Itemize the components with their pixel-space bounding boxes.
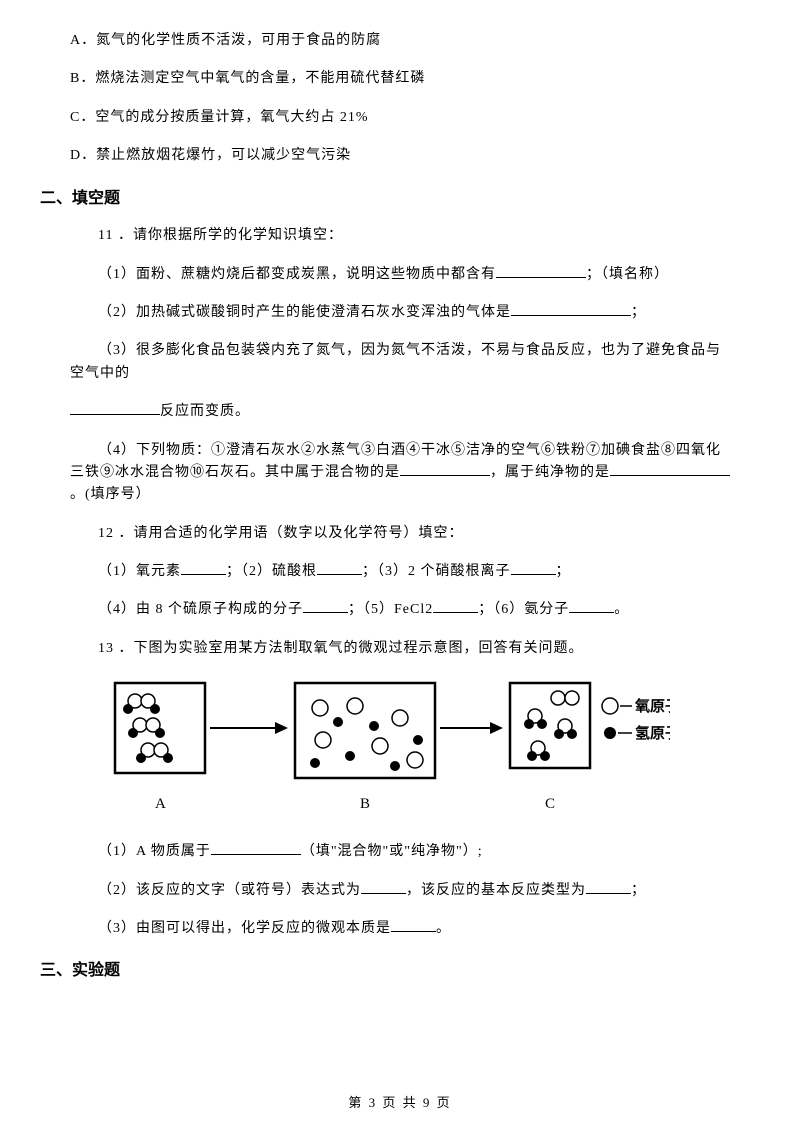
q12-p2: （4）由 8 个硫原子构成的分子 ；（5）FeCl2 ；（6）氨分子 。	[70, 599, 730, 621]
q13-p2b: ，该反应的基本反应类型为	[406, 883, 586, 898]
q11-p4b: ，属于纯净物的是	[490, 465, 610, 480]
option-a: A．氮气的化学性质不活泼，可用于食品的防腐	[70, 30, 730, 52]
blank	[317, 561, 362, 575]
blank	[361, 880, 406, 894]
blank	[511, 561, 556, 575]
q12-p1b: ；（2）硫酸根	[226, 564, 317, 579]
option-c: C．空气的成分按质量计算，氧气大约占 21%	[70, 107, 730, 129]
blank	[211, 841, 301, 855]
blank	[496, 264, 586, 278]
q11-stem: 11 ．请你根据所学的化学知识填空：	[70, 225, 730, 247]
q11-p1: （1）面粉、蔗糖灼烧后都变成炭黑，说明这些物质中都含有 ；（填名称）	[70, 264, 730, 286]
diagram-svg: 氧原子 氢原子 A B C	[110, 678, 670, 823]
q11-p3b: 反应而变质。	[160, 404, 250, 419]
q11-p3-cont: 反应而变质。	[70, 401, 730, 423]
blank	[303, 599, 348, 613]
q13-p3b: 。	[436, 921, 451, 936]
blank	[391, 918, 436, 932]
q12-p1: （1）氧元素 ；（2）硫酸根 ；（3）2 个硝酸根离子 ；	[70, 561, 730, 583]
q11-p2: （2）加热碱式碳酸铜时产生的能使澄清石灰水变浑浊的气体是 ；	[70, 302, 730, 324]
reaction-diagram: 氧原子 氢原子 A B C	[110, 678, 730, 823]
q13-p1: （1）A 物质属于 （填"混合物"或"纯净物"）;	[70, 841, 730, 863]
blank	[181, 561, 226, 575]
q11-p3: （3）很多膨化食品包装袋内充了氮气，因为氮气不活泼，不易与食品反应，也为了避免食…	[70, 340, 730, 385]
q11-p4c: 。(填序号）	[70, 487, 151, 502]
blank	[400, 462, 490, 476]
q12-p1a: （1）氧元素	[98, 564, 181, 579]
blank	[586, 880, 631, 894]
q12-p2b: ；（5）FeCl2	[348, 602, 433, 617]
q13-p2a: （2）该反应的文字（或符号）表达式为	[98, 883, 361, 898]
legend-hydrogen: 氢原子	[635, 724, 670, 742]
label-c: C	[545, 796, 555, 812]
q13-p3a: （3）由图可以得出，化学反应的微观本质是	[98, 921, 391, 936]
q12-p2d: 。	[614, 602, 629, 617]
section-2-title: 二、填空题	[40, 186, 730, 212]
q13-p1b: （填"混合物"或"纯净物"）;	[301, 844, 483, 859]
legend-oxygen: 氧原子	[634, 697, 670, 715]
blank	[70, 401, 160, 415]
section-3-title: 三、实验题	[40, 958, 730, 984]
q13-p2c: ；	[631, 883, 646, 898]
q13-p3: （3）由图可以得出，化学反应的微观本质是 。	[70, 918, 730, 940]
q12-stem: 12 ．请用合适的化学用语（数字以及化学符号）填空：	[70, 523, 730, 545]
q13-stem: 13 ．下图为实验室用某方法制取氧气的微观过程示意图，回答有关问题。	[70, 638, 730, 660]
option-b: B．燃烧法测定空气中氧气的含量，不能用硫代替红磷	[70, 68, 730, 90]
q13-p2: （2）该反应的文字（或符号）表达式为 ，该反应的基本反应类型为 ；	[70, 880, 730, 902]
label-b: B	[360, 796, 370, 812]
q11-p2a: （2）加热碱式碳酸铜时产生的能使澄清石灰水变浑浊的气体是	[98, 305, 511, 320]
blank	[569, 599, 614, 613]
blank	[610, 462, 730, 476]
q11-p1b: ；（填名称）	[586, 267, 669, 282]
page-footer: 第 3 页 共 9 页	[0, 1093, 800, 1114]
q12-p2a: （4）由 8 个硫原子构成的分子	[98, 602, 303, 617]
q12-p1d: ；	[556, 564, 571, 579]
blank	[511, 302, 631, 316]
q11-p3a: （3）很多膨化食品包装袋内充了氮气，因为氮气不活泼，不易与食品反应，也为了避免食…	[70, 343, 721, 380]
option-d: D．禁止燃放烟花爆竹，可以减少空气污染	[70, 145, 730, 167]
q12-p2c: ；（6）氨分子	[478, 602, 569, 617]
q13-p1a: （1）A 物质属于	[98, 844, 211, 859]
q11-p4: （4）下列物质：①澄清石灰水②水蒸气③白酒④干冰⑤洁净的空气⑥铁粉⑦加碘食盐⑧四…	[70, 440, 730, 507]
blank	[433, 599, 478, 613]
q11-p2b: ；	[631, 305, 646, 320]
q11-p1a: （1）面粉、蔗糖灼烧后都变成炭黑，说明这些物质中都含有	[98, 267, 496, 282]
label-a: A	[155, 796, 166, 812]
q12-p1c: ；（3）2 个硝酸根离子	[362, 564, 511, 579]
